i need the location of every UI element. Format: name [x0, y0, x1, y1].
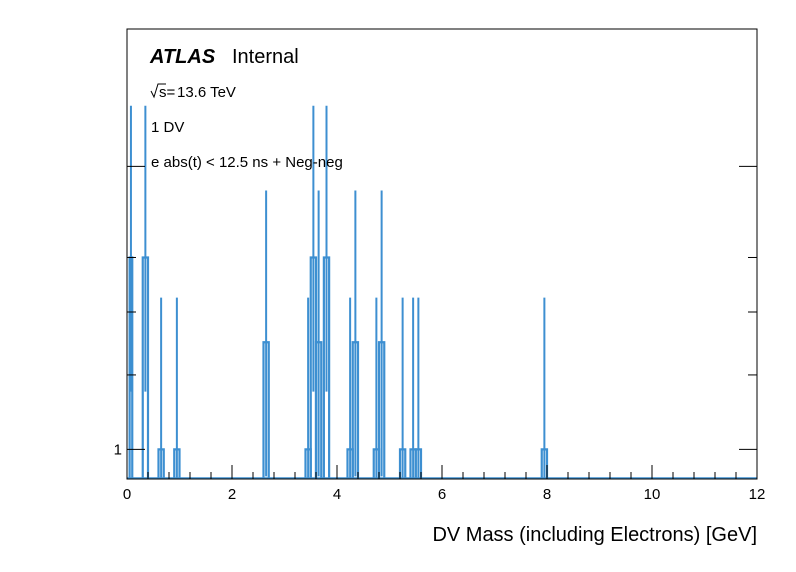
x-tick-label: 4 [333, 486, 341, 503]
atlas-status: Internal [232, 46, 299, 68]
x-tick-label: 6 [438, 486, 446, 503]
annotation-dv-count: 1 DV [151, 119, 184, 136]
sqrt-s-value: 13.6 TeV [177, 84, 236, 101]
x-axis: 0 2 4 6 8 10 12 [123, 465, 766, 503]
y-axis: 1 [114, 165, 757, 458]
histogram-bars [127, 256, 757, 479]
annotation-selection: e abs(t) < 12.5 ns + Neg-neg [151, 154, 343, 171]
sqrt-symbol [150, 83, 166, 99]
error-bars [129, 105, 546, 479]
x-tick-label: 10 [644, 486, 661, 503]
x-tick-label: 8 [543, 486, 551, 503]
x-axis-title: DV Mass (including Electrons) [GeV] [432, 524, 757, 546]
atlas-label: ATLAS [149, 46, 216, 68]
sqrt-s-s: s= [159, 84, 176, 101]
x-tick-label: 12 [749, 486, 766, 503]
y-tick-label: 1 [114, 441, 122, 458]
x-tick-label: 0 [123, 486, 131, 503]
sqrt-s-label: s= 13.6 TeV [150, 83, 236, 101]
x-tick-label: 2 [228, 486, 236, 503]
